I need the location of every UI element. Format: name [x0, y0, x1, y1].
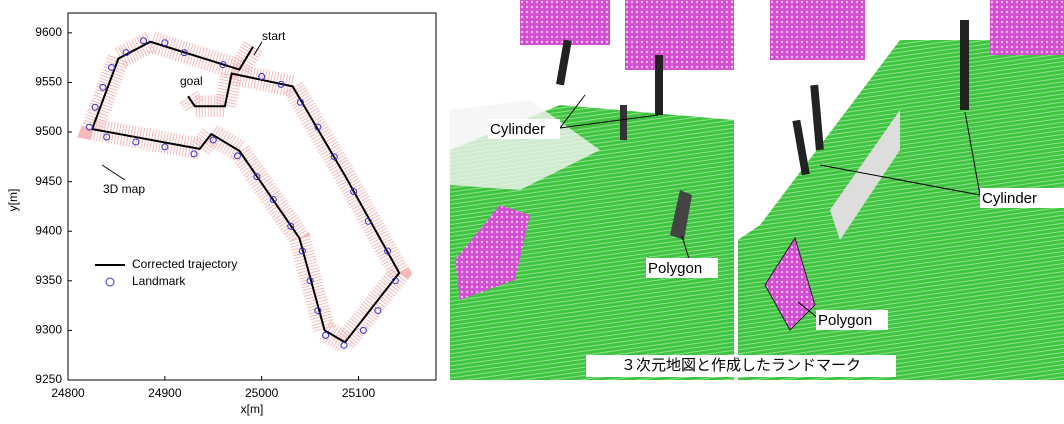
x-tick-label: 25000 — [245, 386, 279, 400]
left-photo — [450, 0, 734, 380]
x-tick-label: 24900 — [148, 386, 182, 400]
cylinder-label: Cylinder — [490, 121, 545, 138]
y-tick-label: 9500 — [35, 124, 62, 138]
y-tick-label: 9250 — [35, 372, 62, 386]
annotation: start — [262, 29, 286, 43]
legend-marker — [106, 278, 114, 286]
legend-label: Corrected trajectory — [132, 257, 237, 271]
annotation: 3D map — [103, 182, 145, 196]
y-tick-label: 9600 — [35, 25, 62, 39]
annotation-line — [102, 165, 125, 180]
caption: ３次元地図と作成したランドマーク — [621, 357, 861, 374]
annotation: goal — [180, 74, 203, 88]
y-tick-label: 9400 — [35, 223, 62, 237]
legend-label: Landmark — [132, 274, 186, 288]
polygon-label: Polygon — [648, 260, 702, 277]
y-tick-label: 9300 — [35, 323, 62, 337]
y-axis-label: y[m] — [6, 189, 20, 212]
landmark — [341, 342, 347, 348]
polygon-label: Polygon — [818, 312, 872, 329]
landmark — [323, 332, 329, 338]
x-axis-label: x[m] — [241, 402, 264, 416]
cylinder-label: Cylinder — [982, 190, 1037, 207]
y-tick-label: 9550 — [35, 75, 62, 89]
y-tick-label: 9350 — [35, 273, 62, 287]
x-tick-label: 24800 — [51, 386, 85, 400]
figure: Cylinder Polygon Cylinder Polygon ３次元地図と… — [0, 0, 1064, 419]
x-tick-label: 25100 — [342, 386, 376, 400]
y-tick-label: 9450 — [35, 174, 62, 188]
